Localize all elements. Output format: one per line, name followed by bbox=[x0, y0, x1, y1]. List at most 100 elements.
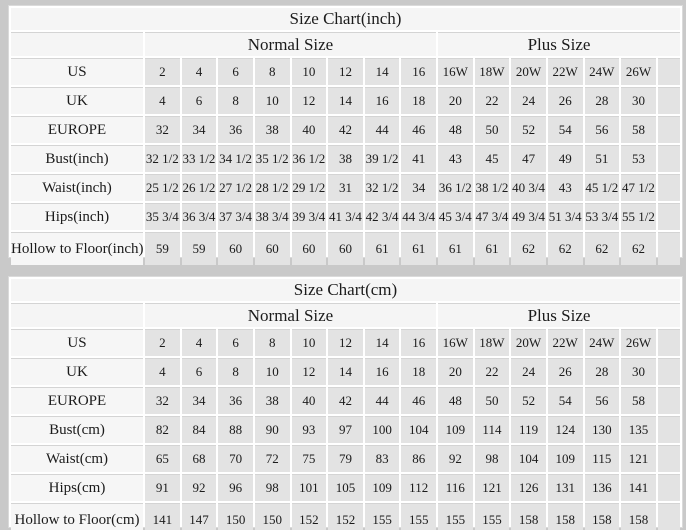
size-cell: 121 bbox=[474, 474, 510, 501]
size-cell: 124 bbox=[547, 416, 583, 443]
size-row: Hips(inch) 35 3/4 36 3/4 37 3/4 38 3/4 39 3/4… bbox=[11, 203, 680, 230]
size-cell: 26 1/2 bbox=[181, 174, 217, 201]
size-cell: 86 bbox=[401, 445, 436, 472]
row-label: Hollow to Floor(inch) bbox=[11, 232, 143, 265]
size-cell: 28 bbox=[584, 87, 620, 114]
size-cell: 83 bbox=[364, 445, 400, 472]
size-cell: 53 bbox=[621, 145, 656, 172]
size-cell: 88 bbox=[218, 416, 253, 443]
row-label: UK bbox=[11, 87, 143, 114]
size-cell: 61 bbox=[438, 232, 473, 265]
size-cell: 2 bbox=[145, 329, 180, 356]
size-cell: 155 bbox=[364, 503, 400, 530]
table-title: Size Chart(cm) bbox=[11, 279, 680, 301]
plus-size-header: Plus Size bbox=[438, 303, 680, 327]
size-row: UK 4 6 8 10 12 14 16 18 20 22 24 26 28 30 bbox=[11, 358, 680, 385]
size-cell: 112 bbox=[401, 474, 436, 501]
corner-blank-cell bbox=[11, 303, 143, 327]
size-cell: 49 bbox=[547, 145, 583, 172]
size-cell: 38 3/4 bbox=[254, 203, 290, 230]
size-cell: 62 bbox=[547, 232, 583, 265]
size-cell: 18 bbox=[401, 358, 436, 385]
size-cell: 20W bbox=[511, 329, 546, 356]
empty-cell bbox=[657, 203, 680, 230]
size-group-header-row: Normal Size Plus Size bbox=[11, 303, 680, 327]
size-cell: 8 bbox=[218, 358, 253, 385]
size-cell: 155 bbox=[438, 503, 473, 530]
size-cell: 109 bbox=[364, 474, 400, 501]
size-cell: 92 bbox=[181, 474, 217, 501]
row-label: Hollow to Floor(cm) bbox=[11, 503, 143, 530]
empty-cell bbox=[657, 358, 680, 385]
size-cell: 109 bbox=[438, 416, 473, 443]
size-cell: 4 bbox=[145, 358, 180, 385]
size-row: Bust(cm) 82 84 88 90 93 97 100 104 109 114 119 124 13… bbox=[11, 416, 680, 443]
empty-cell bbox=[657, 87, 680, 114]
row-label: Bust(inch) bbox=[11, 145, 143, 172]
size-cell: 16 bbox=[401, 58, 436, 85]
size-cell: 10 bbox=[254, 358, 290, 385]
size-cell: 12 bbox=[328, 58, 363, 85]
size-cell: 14 bbox=[364, 329, 400, 356]
size-cell: 20W bbox=[511, 58, 546, 85]
size-cell: 68 bbox=[181, 445, 217, 472]
size-cell: 44 bbox=[364, 387, 400, 414]
size-row: Hollow to Floor(inch) 59 59 60 60 60 60 61 61 61 6… bbox=[11, 232, 680, 265]
size-cell: 62 bbox=[621, 232, 656, 265]
size-cell: 36 3/4 bbox=[181, 203, 217, 230]
size-cell: 32 1/2 bbox=[145, 145, 180, 172]
size-cell: 33 1/2 bbox=[181, 145, 217, 172]
size-cell: 158 bbox=[584, 503, 620, 530]
size-cell: 47 3/4 bbox=[474, 203, 510, 230]
size-cell: 48 bbox=[438, 387, 473, 414]
size-chart-inch-panel: Size Chart(inch) Normal Size Plus Size U… bbox=[8, 5, 683, 265]
plus-size-header: Plus Size bbox=[438, 32, 680, 56]
size-chart-cm-panel: Size Chart(cm) Normal Size Plus Size US 2… bbox=[8, 276, 683, 530]
size-cell: 70 bbox=[218, 445, 253, 472]
size-cell: 55 1/2 bbox=[621, 203, 656, 230]
size-cell: 34 1/2 bbox=[218, 145, 253, 172]
row-label: UK bbox=[11, 358, 143, 385]
size-cell: 6 bbox=[218, 58, 253, 85]
size-cell: 42 3/4 bbox=[364, 203, 400, 230]
size-cell: 82 bbox=[145, 416, 180, 443]
size-cell: 35 1/2 bbox=[254, 145, 290, 172]
size-cell: 16 bbox=[401, 329, 436, 356]
size-cell: 47 bbox=[511, 145, 546, 172]
size-cell: 24W bbox=[584, 329, 620, 356]
size-cell: 56 bbox=[584, 387, 620, 414]
size-cell: 16W bbox=[438, 329, 473, 356]
size-cell: 38 bbox=[254, 387, 290, 414]
table-title: Size Chart(inch) bbox=[11, 8, 680, 30]
empty-cell bbox=[657, 503, 680, 530]
empty-cell bbox=[657, 445, 680, 472]
size-cell: 51 3/4 bbox=[547, 203, 583, 230]
size-cell: 61 bbox=[474, 232, 510, 265]
size-cell: 141 bbox=[621, 474, 656, 501]
size-cell: 119 bbox=[511, 416, 546, 443]
empty-cell bbox=[657, 116, 680, 143]
size-cell: 147 bbox=[181, 503, 217, 530]
size-cell: 158 bbox=[511, 503, 546, 530]
size-cell: 4 bbox=[181, 58, 217, 85]
size-cell: 54 bbox=[547, 116, 583, 143]
row-label: Hips(cm) bbox=[11, 474, 143, 501]
size-cell: 60 bbox=[328, 232, 363, 265]
size-cell: 18 bbox=[401, 87, 436, 114]
size-cell: 30 bbox=[621, 87, 656, 114]
size-cell: 32 bbox=[145, 387, 180, 414]
size-cell: 31 bbox=[328, 174, 363, 201]
size-cell: 53 3/4 bbox=[584, 203, 620, 230]
size-cell: 22W bbox=[547, 58, 583, 85]
size-cell: 35 3/4 bbox=[145, 203, 180, 230]
empty-cell bbox=[657, 58, 680, 85]
size-chart-cm-body: Size Chart(cm) Normal Size Plus Size US 2… bbox=[11, 279, 680, 530]
size-row: US 2 4 6 8 10 12 14 16 16W 18W 20W 22W 24W 26W bbox=[11, 58, 680, 85]
size-cell: 104 bbox=[511, 445, 546, 472]
size-cell: 41 bbox=[401, 145, 436, 172]
size-cell: 36 1/2 bbox=[291, 145, 327, 172]
corner-blank-cell bbox=[11, 32, 143, 56]
size-cell: 10 bbox=[254, 87, 290, 114]
size-row: UK 4 6 8 10 12 14 16 18 20 22 24 26 28 30 bbox=[11, 87, 680, 114]
empty-cell bbox=[657, 416, 680, 443]
